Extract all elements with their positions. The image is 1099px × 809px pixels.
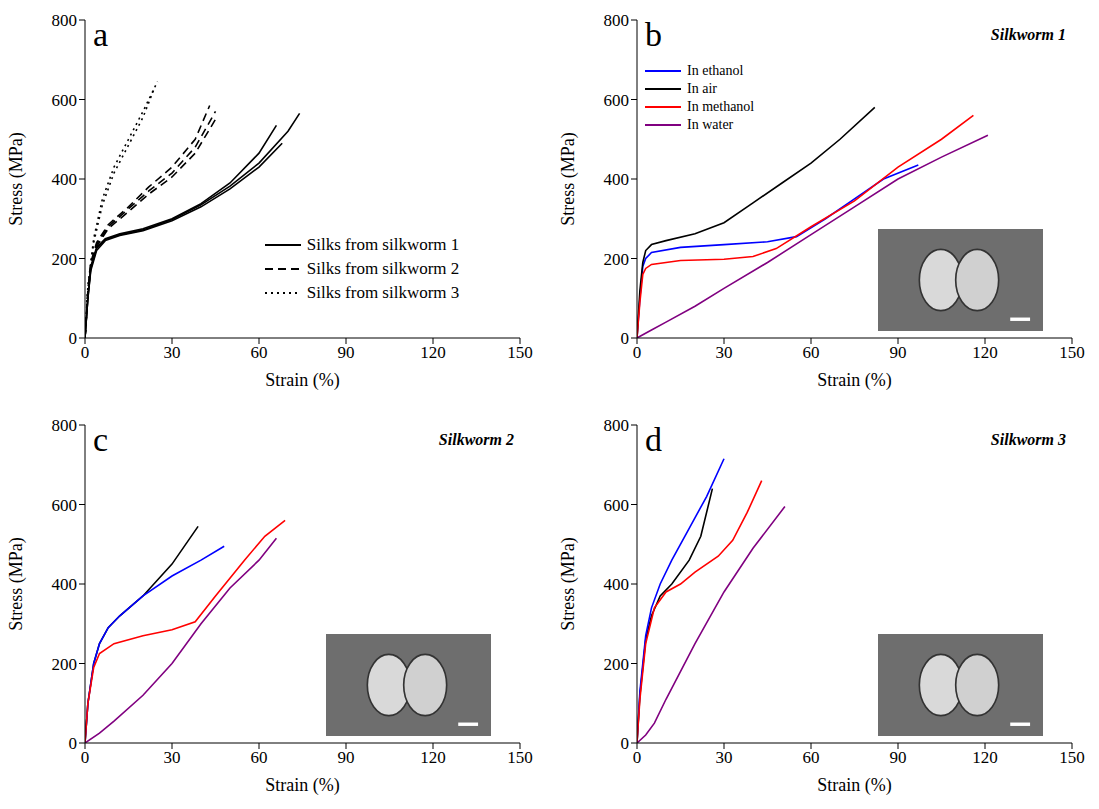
svg-text:Strain (%): Strain (%) [265, 775, 339, 796]
html-text:In air: In air [687, 81, 717, 96]
svg-text:Stress (MPa): Stress (MPa) [558, 537, 579, 631]
svg-text:400: 400 [604, 170, 630, 189]
html-text:Silks from silkworm 3: Silks from silkworm 3 [306, 282, 460, 302]
svg-text:Stress (MPa): Stress (MPa) [6, 132, 27, 226]
svg-text:Stress (MPa): Stress (MPa) [558, 132, 579, 226]
svg-text:400: 400 [604, 575, 630, 594]
svg-text:120: 120 [972, 343, 998, 362]
svg-text:800: 800 [604, 11, 630, 30]
svg-text:200: 200 [52, 655, 78, 674]
svg-text:0: 0 [69, 329, 78, 348]
svg-text:400: 400 [52, 170, 78, 189]
svg-text:Strain (%): Strain (%) [817, 370, 891, 391]
svg-text:150: 150 [507, 343, 533, 362]
svg-text:400: 400 [52, 575, 78, 594]
svg-text:800: 800 [52, 416, 78, 435]
svg-text:120: 120 [972, 748, 998, 767]
svg-text:120: 120 [420, 343, 446, 362]
svg-text:0: 0 [69, 734, 78, 753]
html-text:c: c [93, 421, 109, 458]
svg-text:90: 90 [890, 343, 907, 362]
svg-text:200: 200 [52, 250, 78, 269]
svg-text:30: 30 [716, 343, 733, 362]
svg-text:600: 600 [52, 91, 78, 110]
svg-text:Strain (%): Strain (%) [817, 775, 891, 796]
html-text:Silkworm 3: Silkworm 3 [990, 431, 1066, 448]
svg-text:90: 90 [338, 748, 355, 767]
svg-text:0: 0 [633, 748, 642, 767]
svg-text:0: 0 [621, 329, 630, 348]
svg-text:600: 600 [604, 496, 630, 515]
html-text:In ethanol: In ethanol [687, 63, 744, 78]
svg-text:150: 150 [1059, 748, 1085, 767]
svg-text:0: 0 [81, 343, 90, 362]
svg-text:60: 60 [803, 343, 820, 362]
html-text:d: d [645, 421, 662, 458]
html-text:Silks from silkworm 2: Silks from silkworm 2 [306, 258, 460, 278]
svg-text:0: 0 [621, 734, 630, 753]
svg-text:30: 30 [716, 748, 733, 767]
svg-text:Stress (MPa): Stress (MPa) [6, 537, 27, 631]
svg-text:800: 800 [604, 416, 630, 435]
svg-text:90: 90 [890, 748, 907, 767]
svg-text:200: 200 [604, 250, 630, 269]
html-text:In methanol: In methanol [687, 99, 755, 114]
html-text:b: b [645, 16, 662, 53]
svg-text:150: 150 [507, 748, 533, 767]
svg-text:30: 30 [164, 748, 181, 767]
svg-text:200: 200 [604, 655, 630, 674]
svg-text:Strain (%): Strain (%) [265, 370, 339, 391]
html-text:Silks from silkworm 1: Silks from silkworm 1 [306, 234, 460, 254]
svg-text:600: 600 [52, 496, 78, 515]
html-text:Silkworm 1: Silkworm 1 [990, 26, 1066, 43]
svg-text:0: 0 [81, 748, 90, 767]
html-text:Silkworm 2: Silkworm 2 [438, 431, 514, 448]
svg-text:120: 120 [420, 748, 446, 767]
svg-text:30: 30 [164, 343, 181, 362]
svg-text:0: 0 [633, 343, 642, 362]
svg-text:60: 60 [803, 748, 820, 767]
html-text:In water: In water [687, 117, 734, 132]
svg-text:600: 600 [604, 91, 630, 110]
svg-text:90: 90 [338, 343, 355, 362]
svg-text:800: 800 [52, 11, 78, 30]
svg-text:150: 150 [1059, 343, 1085, 362]
svg-text:60: 60 [251, 748, 268, 767]
svg-text:60: 60 [251, 343, 268, 362]
html-text:a: a [93, 16, 109, 53]
